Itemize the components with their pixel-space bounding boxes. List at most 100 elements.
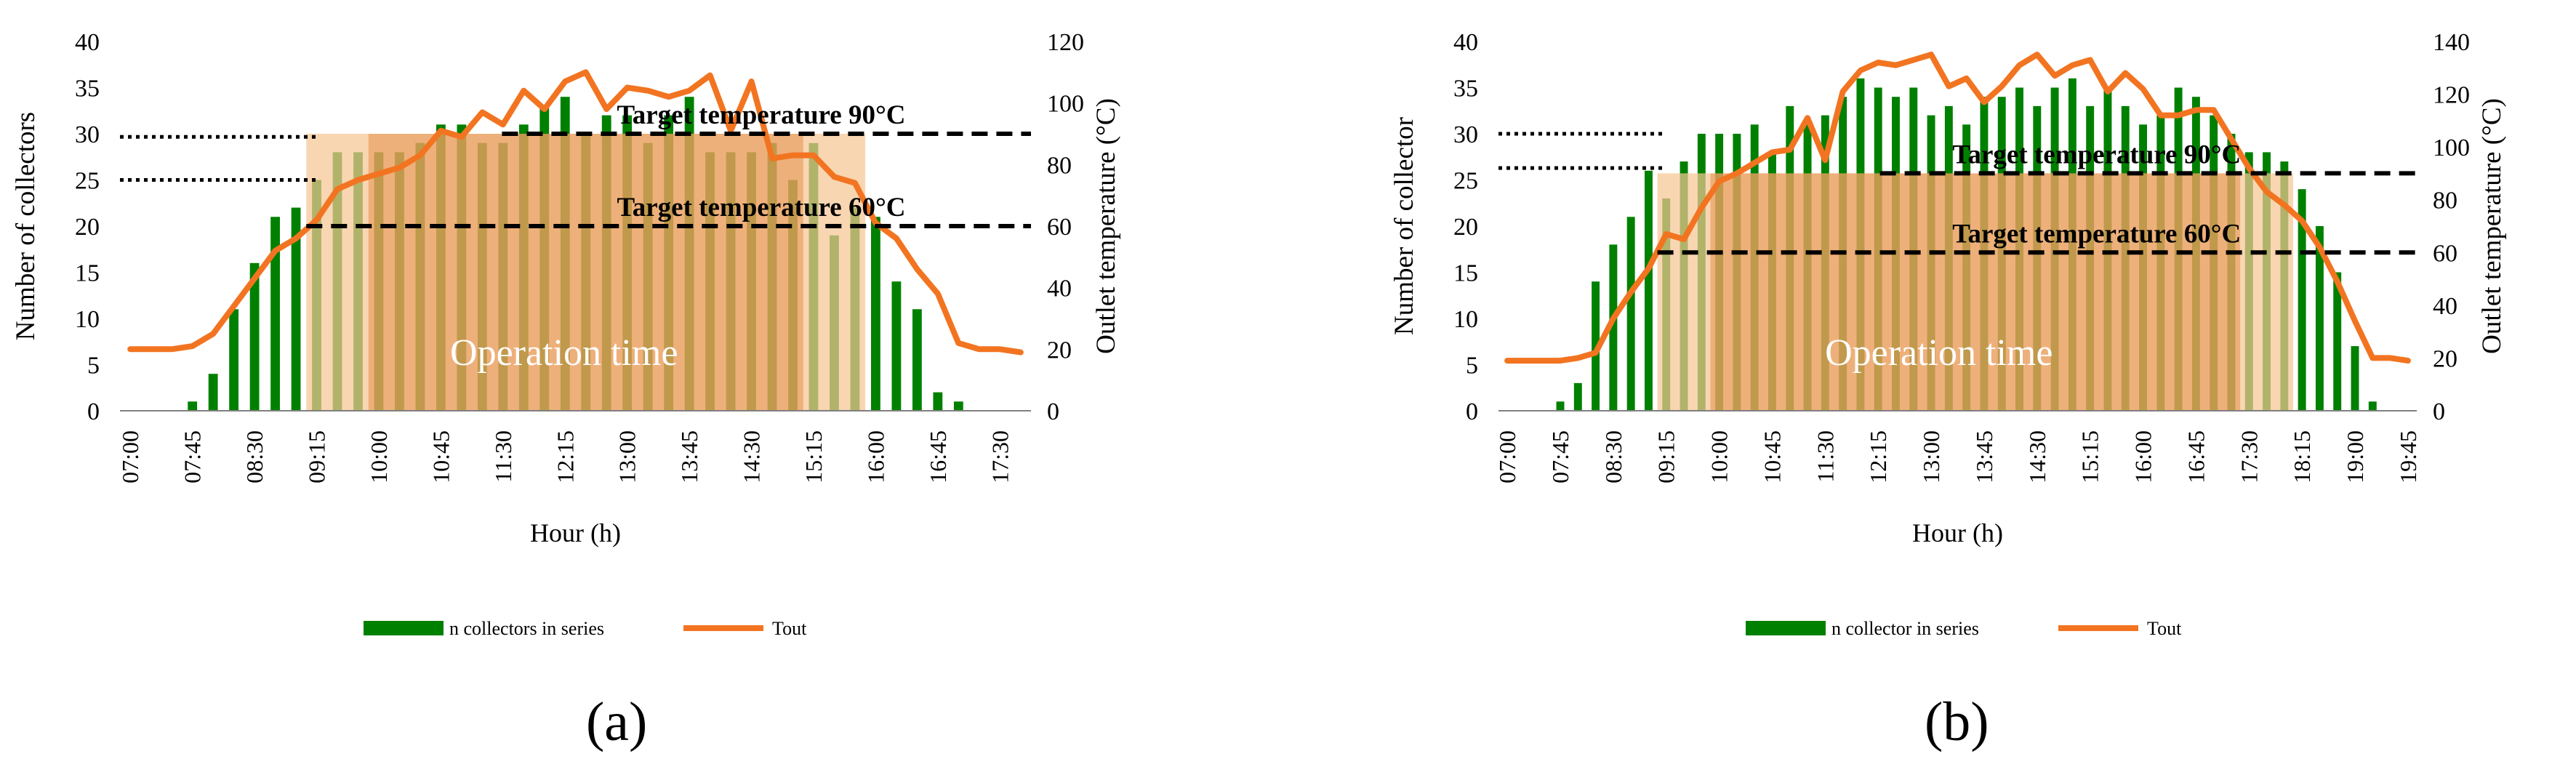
- y-left-tick-label: 20: [75, 214, 100, 241]
- y-left-axis-title: Number of collectors: [11, 112, 41, 340]
- bar: [291, 207, 301, 411]
- bar: [2333, 272, 2342, 411]
- x-tick-label: 09:15: [304, 430, 330, 483]
- operation-time-label: Operation time: [450, 332, 678, 374]
- y-left-tick-label: 25: [75, 168, 100, 195]
- x-tick-label: 19:45: [2395, 430, 2421, 483]
- x-tick-label: 07:45: [1547, 430, 1573, 483]
- y-left-tick-label: 15: [75, 260, 100, 287]
- legend-bar-label: n collectors in series: [449, 618, 604, 639]
- target-label: Target temperature 60°C: [1952, 219, 2241, 249]
- x-tick-label: 12:15: [1865, 430, 1891, 483]
- legend-bar-swatch: [1746, 621, 1826, 635]
- x-tick-label: 16:00: [2130, 430, 2156, 483]
- bar: [249, 262, 260, 411]
- y-left-tick-label: 0: [87, 398, 100, 425]
- x-tick-label: 15:15: [801, 430, 827, 483]
- x-tick-label: 16:45: [925, 430, 951, 483]
- operation-time-region-dense: [368, 134, 803, 411]
- y-left-tick-label: 10: [1453, 306, 1478, 333]
- x-tick-label: 13:45: [1971, 430, 1997, 483]
- y-right-tick-label: 80: [1047, 152, 1072, 179]
- y-right-axis-title: Outlet temperature (°C): [1091, 98, 1121, 354]
- x-tick-label: 10:00: [1706, 430, 1733, 483]
- legend-line-label: Tout: [772, 618, 807, 639]
- x-tick-label: 13:00: [1918, 430, 1944, 483]
- target-label: Target temperature 90°C: [1952, 140, 2241, 169]
- bar: [1556, 401, 1565, 411]
- panel-label-b: (b): [1925, 691, 1989, 752]
- x-tick-label: 19:00: [2342, 430, 2368, 483]
- x-tick-label: 11:30: [490, 430, 516, 483]
- legend-line-label: Tout: [2147, 618, 2182, 639]
- x-tick-label: 17:30: [987, 430, 1013, 483]
- y-right-tick-label: 100: [2433, 134, 2470, 161]
- bar: [891, 281, 902, 411]
- y-right-tick-label: 0: [2433, 398, 2445, 425]
- x-tick-label: 07:00: [117, 430, 143, 483]
- chart-a-svg: Target temperature 90°C Target temperatur…: [11, 29, 1121, 639]
- y-left-axis-title: Number of collector: [1389, 117, 1419, 335]
- chart-panel-b: Target temperature 90°C Target temperatur…: [1288, 0, 2575, 767]
- x-tick-label: 10:45: [1759, 430, 1785, 483]
- y-right-tick-label: 120: [1047, 29, 1084, 56]
- y-right-tick-label: 140: [2433, 29, 2470, 56]
- x-axis-title: Hour (h): [1912, 518, 2003, 547]
- y-left-tick-label: 30: [1453, 121, 1478, 148]
- x-tick-label: 07:00: [1494, 430, 1520, 483]
- bar: [871, 217, 880, 411]
- y-left-tick-label: 40: [1453, 29, 1478, 56]
- y-right-tick-label: 40: [1047, 276, 1072, 302]
- x-tick-label: 13:00: [614, 430, 641, 483]
- y-left-tick-label: 35: [1453, 76, 1478, 103]
- bar: [2315, 226, 2324, 411]
- x-tick-label: 10:00: [366, 430, 392, 483]
- y-right-tick-label: 60: [2433, 240, 2457, 267]
- x-tick-label: 18:15: [2289, 430, 2315, 483]
- bar: [1609, 244, 1618, 411]
- y-left-tick-label: 0: [1466, 398, 1478, 425]
- y-left-tick-label: 15: [1453, 260, 1478, 287]
- y-right-tick-label: 0: [1047, 398, 1059, 425]
- y-right-tick-label: 120: [2433, 82, 2470, 109]
- x-tick-label: 15:15: [2077, 430, 2103, 483]
- y-right-axis-title: Outlet temperature (°C): [2477, 98, 2507, 354]
- x-tick-label: 14:30: [739, 430, 765, 483]
- bar: [1644, 170, 1653, 411]
- bar: [270, 217, 280, 411]
- y-right-tick-label: 40: [2433, 293, 2457, 320]
- y-left-tick-label: 30: [75, 121, 100, 148]
- operation-time-label: Operation time: [1825, 332, 2053, 374]
- y-right-tick-label: 60: [1047, 214, 1072, 241]
- x-axis-title: Hour (h): [530, 518, 621, 547]
- bar: [953, 401, 963, 411]
- operation-time-region: [1657, 173, 2293, 411]
- legend-bar-swatch: [364, 621, 444, 635]
- chart-panel-a: Target temperature 90°C Target temperatur…: [11, 29, 1121, 752]
- y-left-tick-label: 20: [1453, 214, 1478, 241]
- operation-time-region: [306, 134, 866, 411]
- bar: [1592, 281, 1600, 411]
- x-tick-label: 08:30: [241, 430, 268, 483]
- bar: [229, 309, 239, 411]
- y-left-tick-label: 35: [75, 76, 100, 103]
- bar: [208, 374, 218, 411]
- x-tick-label: 17:30: [2236, 430, 2262, 483]
- target-label: Target temperature 90°C: [617, 100, 905, 130]
- y-right-tick-label: 80: [2433, 188, 2457, 214]
- x-tick-label: 13:45: [676, 430, 702, 483]
- target-label: Target temperature 60°C: [617, 193, 905, 222]
- bar: [2351, 346, 2359, 411]
- bar: [1573, 382, 1582, 411]
- x-tick-label: 10:45: [428, 430, 454, 483]
- bar: [933, 392, 943, 411]
- y-right-tick-label: 20: [2433, 345, 2457, 372]
- y-left-tick-label: 5: [1466, 353, 1478, 380]
- legend-bar-label: n collector in series: [1831, 618, 1979, 639]
- x-tick-label: 08:30: [1600, 430, 1626, 483]
- x-tick-label: 11:30: [1812, 430, 1838, 483]
- x-tick-label: 14:30: [2024, 430, 2050, 483]
- panel-label-a: (a): [586, 691, 648, 752]
- y-right-tick-label: 20: [1047, 337, 1072, 364]
- x-tick-label: 16:45: [2183, 430, 2209, 483]
